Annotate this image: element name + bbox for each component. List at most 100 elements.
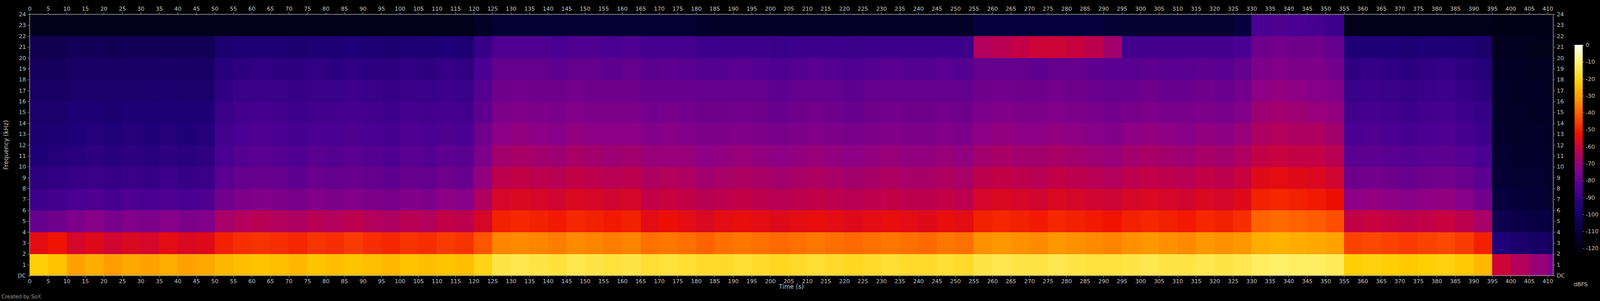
cell [1510, 145, 1530, 167]
cell [325, 166, 345, 189]
tick-mark [788, 275, 790, 278]
cell [1510, 123, 1530, 146]
cell [1399, 14, 1419, 37]
tick-label: 20 [18, 54, 26, 62]
cell [103, 253, 123, 276]
cell [418, 101, 438, 124]
tick: 200 [764, 5, 776, 15]
cell [1066, 166, 1085, 189]
cell [751, 36, 771, 59]
tick-mark [1582, 129, 1585, 130]
tick-mark [27, 145, 30, 146]
tick-label: 325 [1227, 277, 1239, 285]
cell [751, 232, 771, 254]
cell [640, 58, 660, 80]
cell [566, 79, 586, 102]
cell [1306, 79, 1326, 102]
tick-mark [492, 12, 493, 15]
tick-mark [1362, 12, 1363, 15]
tick-mark [751, 12, 753, 15]
tick-mark [27, 188, 30, 189]
tick: -110 [1582, 227, 1599, 235]
cell [159, 166, 179, 189]
cell [1288, 14, 1308, 37]
cell [621, 188, 641, 211]
cell [1417, 58, 1437, 80]
tick: 140 [543, 5, 554, 15]
cell [418, 14, 438, 37]
tick: 40 [174, 275, 182, 285]
tick: 315 [1190, 5, 1202, 15]
tick-label: 300 [1135, 277, 1147, 285]
tick: 255 [968, 275, 980, 285]
cell [1195, 232, 1215, 254]
cell [140, 232, 160, 254]
tick: 14 [1553, 120, 1564, 127]
cell [640, 188, 660, 211]
cell [344, 166, 363, 189]
cell [899, 101, 919, 124]
tick-label: 95 [378, 5, 386, 13]
cell [548, 232, 567, 254]
cell [1029, 58, 1048, 80]
tick: 4 [1553, 229, 1561, 236]
cell [899, 166, 919, 189]
cell [584, 58, 604, 80]
tick: 305 [1153, 275, 1165, 285]
cell [1454, 101, 1474, 124]
cell [1399, 123, 1419, 146]
cell [825, 36, 845, 59]
cell [510, 58, 530, 80]
tick-label: 5 [46, 277, 50, 285]
cell [751, 210, 771, 233]
cell [510, 101, 530, 124]
tick-mark [1553, 232, 1556, 233]
tick: 170 [653, 5, 665, 15]
cell [325, 36, 345, 59]
tick: 8 [22, 185, 30, 192]
cell [29, 253, 49, 276]
cell [1454, 14, 1474, 37]
cell [677, 166, 697, 189]
cell [1047, 123, 1067, 146]
cell [1306, 123, 1326, 146]
cell [788, 79, 808, 102]
cell [1195, 253, 1215, 276]
tick-label: 240 [912, 277, 924, 285]
cell [1214, 188, 1234, 211]
cell [862, 145, 882, 167]
cell [325, 253, 345, 276]
cell [1417, 253, 1437, 276]
cell [270, 123, 290, 146]
cell [1306, 188, 1326, 211]
cell [1084, 14, 1104, 37]
tick-label: 20 [1556, 54, 1564, 62]
tick-label: 6 [22, 207, 26, 214]
cell [251, 79, 271, 102]
tick-mark [1103, 12, 1104, 15]
cell [714, 188, 734, 211]
cell [880, 232, 900, 254]
cell [325, 210, 345, 233]
cell [1269, 145, 1289, 167]
cell [973, 101, 993, 124]
tick-label: 22 [18, 33, 26, 40]
cell [1362, 188, 1382, 211]
tick-label: 85 [340, 5, 349, 13]
cell [548, 14, 567, 37]
cell [1066, 79, 1085, 102]
tick-mark [1306, 275, 1308, 278]
cell [862, 36, 882, 59]
cell [714, 166, 734, 189]
cell [1344, 232, 1363, 254]
cell [455, 58, 475, 80]
cell [1362, 123, 1382, 146]
cell [1381, 145, 1400, 167]
tick-mark [1553, 275, 1556, 276]
cell [844, 166, 864, 189]
cell [325, 14, 345, 37]
cell [1103, 253, 1123, 276]
cell [1214, 101, 1234, 124]
cell [140, 210, 160, 233]
tick: -50 [1582, 126, 1595, 133]
